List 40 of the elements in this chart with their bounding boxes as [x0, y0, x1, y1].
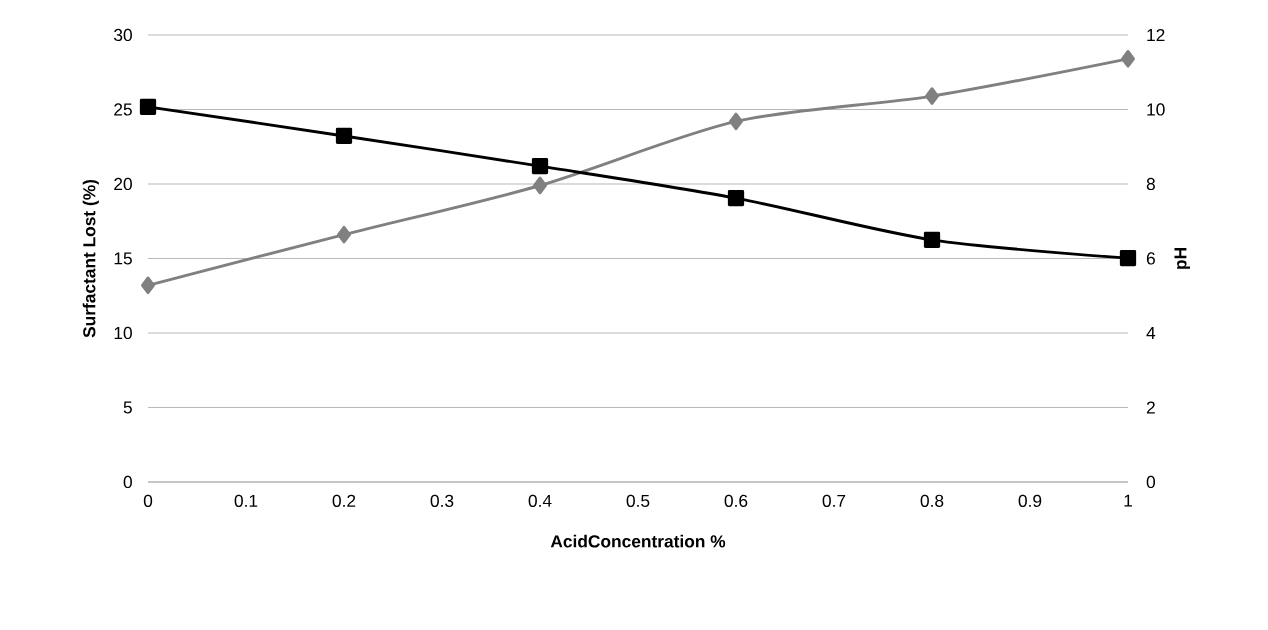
x-tick-label: 0.4 — [528, 494, 552, 507]
point — [925, 87, 939, 105]
y2-tick-label: 10 — [1147, 103, 1165, 116]
point — [533, 176, 547, 195]
point — [729, 112, 743, 131]
x-tick-label: 0.3 — [430, 494, 454, 507]
point — [1121, 50, 1135, 68]
y2-tick-label: 2 — [1146, 401, 1155, 414]
x-tick-label: 1 — [1124, 494, 1132, 507]
y2-tick-label: 6 — [1146, 252, 1155, 265]
point — [923, 231, 941, 248]
y-tick-label: 10 — [114, 326, 132, 340]
point — [1119, 249, 1137, 267]
y2-tick-label: 12 — [1147, 28, 1165, 42]
x-tick-label: 0.6 — [724, 494, 748, 507]
y2-axis-title: pH — [1174, 248, 1190, 269]
x-tick-label: 0.2 — [332, 494, 356, 507]
y-axis-title: Surfactant Lost (%) — [82, 179, 99, 338]
y-tick-label: 0 — [123, 475, 132, 489]
y-tick-label: 20 — [114, 177, 132, 191]
y-tick-label: 30 — [114, 28, 132, 42]
x-axis-title: AcidConcentration % — [550, 534, 726, 548]
point — [335, 127, 353, 145]
point — [139, 98, 157, 116]
y-tick-label: 25 — [114, 103, 132, 116]
x-tick-label: 0.1 — [234, 494, 258, 507]
y2-tick-label: 8 — [1146, 177, 1155, 191]
point — [727, 190, 745, 207]
x-tick-label: 0.7 — [822, 494, 846, 507]
y2-tick-label: 0 — [1146, 475, 1156, 489]
x-tick-label: 0 — [143, 494, 153, 507]
y2-tick-label: 4 — [1146, 327, 1156, 339]
y-tick-label: 15 — [114, 252, 132, 265]
point — [531, 157, 549, 175]
point — [337, 225, 351, 244]
x-tick-label: 0.5 — [626, 494, 650, 507]
x-tick-label: 0.8 — [920, 494, 944, 507]
x-tick-label: 0.9 — [1018, 494, 1042, 507]
point — [141, 276, 155, 295]
y-tick-label: 5 — [123, 401, 132, 414]
